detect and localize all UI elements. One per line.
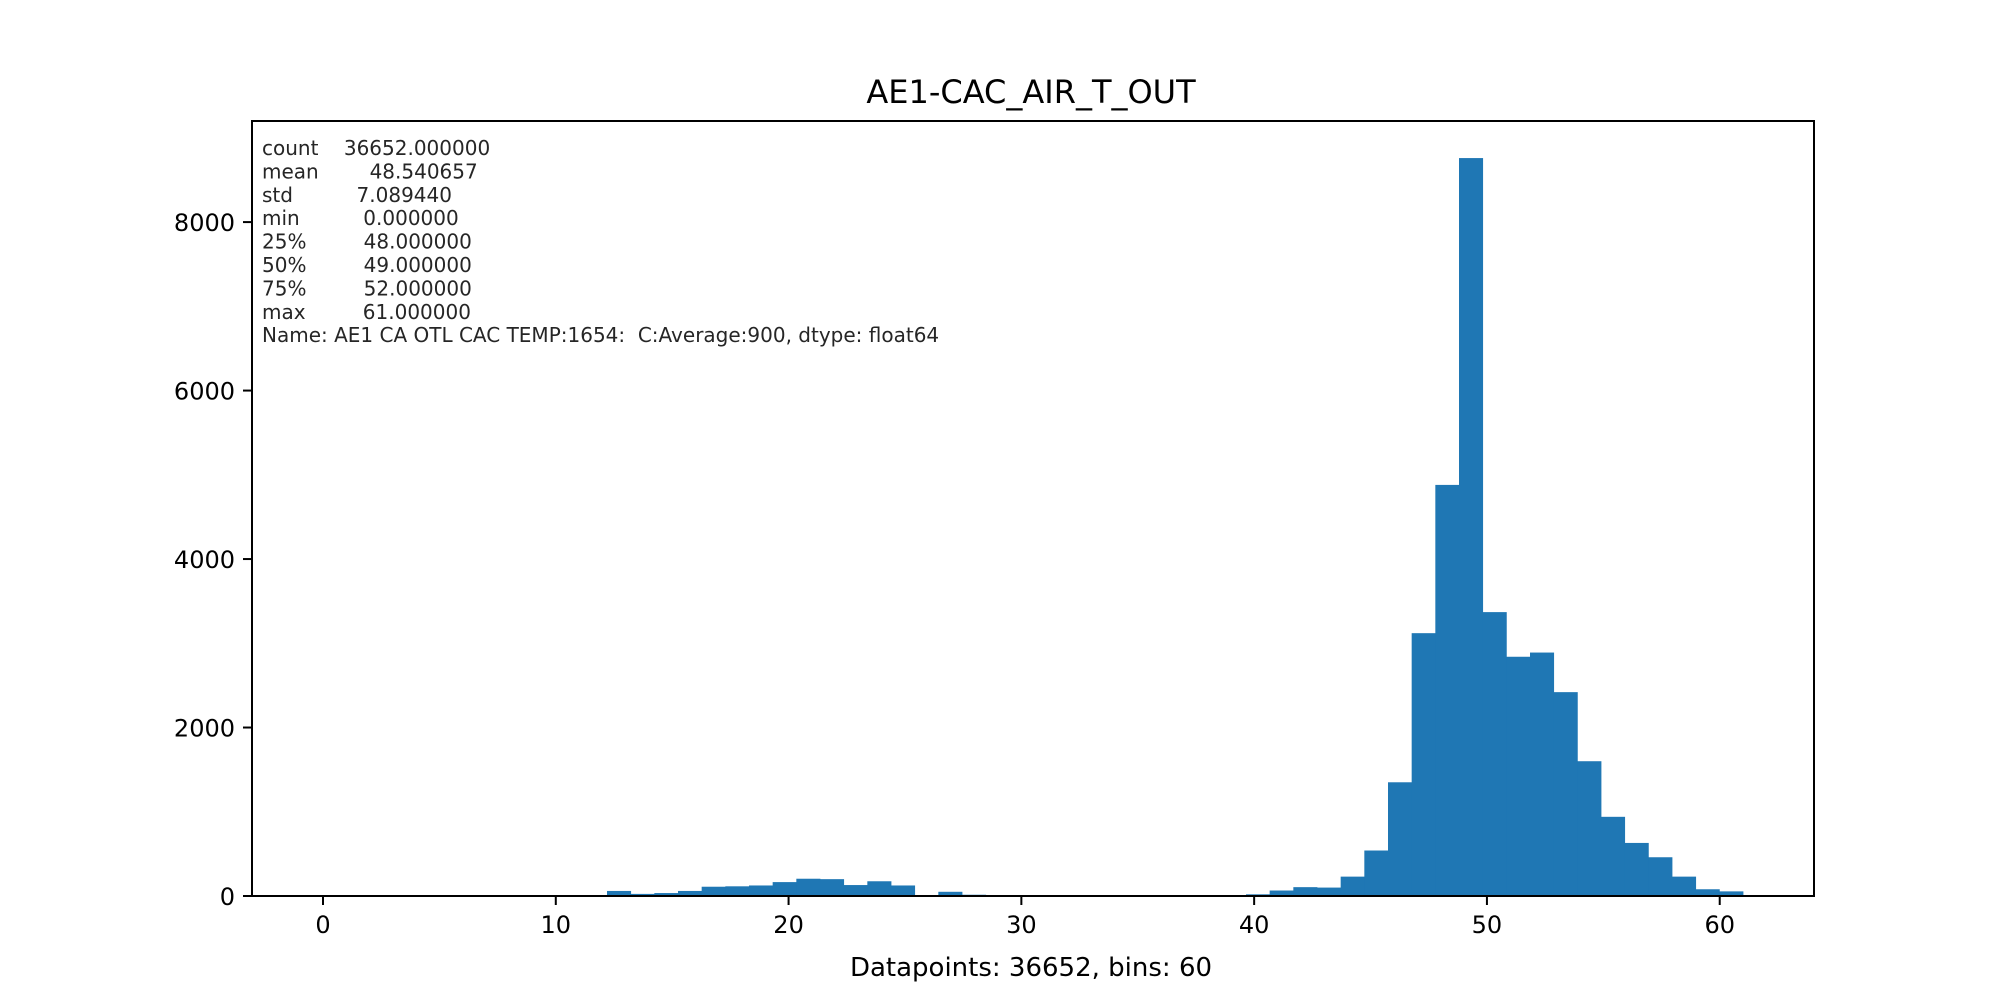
histogram-bar (725, 886, 750, 896)
y-tick-label: 8000 (174, 209, 235, 237)
x-tick-label: 50 (1472, 911, 1503, 939)
histogram-bar (1364, 850, 1389, 896)
histogram-bar (1459, 158, 1484, 896)
histogram-bar (772, 882, 797, 896)
histogram-bar (1482, 612, 1507, 896)
histogram-bar (1577, 761, 1602, 896)
summary-statistics-line: mean 48.540657 (262, 159, 478, 183)
x-tick-label: 40 (1239, 911, 1270, 939)
summary-statistics-line: std 7.089440 (262, 183, 452, 207)
histogram-bar (1672, 876, 1697, 897)
histogram-bar (843, 885, 868, 896)
histogram-bar (820, 879, 845, 896)
chart-title: AE1-CAC_AIR_T_OUT (866, 73, 1196, 111)
y-tick-label: 2000 (174, 715, 235, 743)
histogram-bar (1317, 887, 1342, 896)
y-tick-label: 6000 (174, 378, 235, 406)
summary-statistics-line: max 61.000000 (262, 300, 471, 324)
x-tick-label: 30 (1006, 911, 1037, 939)
histogram-bar (1411, 633, 1436, 896)
histogram-bar (1601, 816, 1626, 896)
histogram-bar (1648, 857, 1673, 896)
histogram-bar (1435, 484, 1460, 896)
plot-area-frame (251, 120, 1815, 897)
x-axis: 0 10 20 30 40 50 60 (315, 896, 1735, 939)
summary-statistics-line: 25% 48.000000 (262, 230, 472, 254)
histogram-bar (630, 893, 655, 896)
x-tick-label: 20 (773, 911, 804, 939)
histogram-bar (654, 893, 679, 896)
histogram-bar (1506, 656, 1531, 896)
histogram-bar (1293, 887, 1318, 896)
histogram-bar (938, 891, 963, 896)
y-axis: 0 2000 4000 6000 8000 (174, 209, 252, 911)
histogram-bar (1695, 889, 1720, 896)
histogram-bar (607, 890, 632, 896)
histogram-bar (796, 878, 821, 896)
x-axis-label: Datapoints: 36652, bins: 60 (850, 953, 1212, 983)
summary-statistics-text: count 36652.000000 mean 48.540657 std 7.08… (262, 136, 939, 347)
histogram-bar (1388, 782, 1413, 896)
x-tick-label: 60 (1704, 911, 1735, 939)
summary-statistics-line: count 36652.000000 (262, 136, 490, 160)
summary-statistics-line: 75% 52.000000 (262, 276, 472, 300)
y-tick-label: 4000 (174, 546, 235, 574)
histogram-bar (1624, 842, 1649, 896)
histogram-bar (1530, 652, 1555, 896)
histogram-bar (1269, 890, 1294, 896)
histogram-bar (701, 886, 726, 896)
histogram-bar (678, 890, 703, 896)
x-tick-label: 10 (541, 911, 572, 939)
summary-statistics-line: Name: AE1 CA OTL CAC TEMP:1654: C:Averag… (262, 323, 939, 347)
histogram-bar (1340, 876, 1365, 897)
y-tick-label: 0 (220, 883, 235, 911)
histogram-bar (749, 885, 774, 896)
histogram-bar (1553, 692, 1578, 896)
summary-statistics-line: min 0.000000 (262, 206, 459, 230)
x-tick-label: 0 (315, 911, 330, 939)
histogram-bar (867, 881, 892, 896)
histogram-bars (583, 158, 1744, 897)
histogram-bar (891, 885, 916, 896)
histogram-bar (1719, 891, 1744, 896)
summary-statistics-line: 50% 49.000000 (262, 253, 472, 277)
